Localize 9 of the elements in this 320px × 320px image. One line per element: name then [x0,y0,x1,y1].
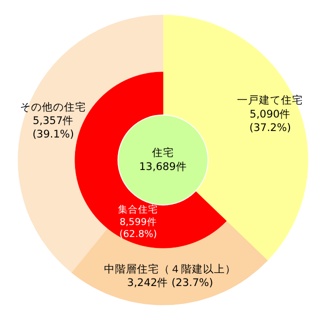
slice-label: 集合住宅 [118,203,158,216]
slice-label: 一戸建て住宅 [237,94,304,107]
text: 住宅 13,689件 [139,146,187,173]
data-label: 5,357件 (39.1%) [32,114,74,141]
data-label: 3,242件 (23.7%) [127,277,214,290]
slice-label: その他の住宅 [20,100,86,114]
slice-label: 中階層住宅（４階建以上） [104,262,236,276]
data-label: 5,090件 (37.2%) [249,108,291,134]
data-label: 8,599件 (62.8%) [119,216,158,240]
